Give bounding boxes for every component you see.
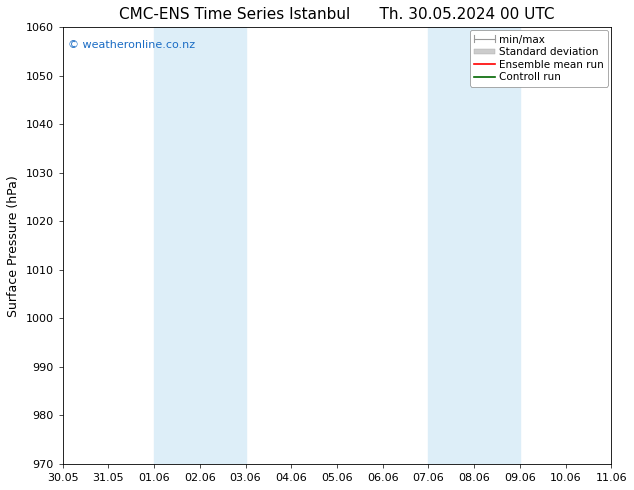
Bar bbox=[154, 27, 245, 464]
Bar bbox=[429, 27, 520, 464]
Text: © weatheronline.co.nz: © weatheronline.co.nz bbox=[68, 40, 195, 50]
Y-axis label: Surface Pressure (hPa): Surface Pressure (hPa) bbox=[7, 175, 20, 317]
Title: CMC-ENS Time Series Istanbul      Th. 30.05.2024 00 UTC: CMC-ENS Time Series Istanbul Th. 30.05.2… bbox=[119, 7, 555, 22]
Legend: min/max, Standard deviation, Ensemble mean run, Controll run: min/max, Standard deviation, Ensemble me… bbox=[470, 30, 608, 87]
